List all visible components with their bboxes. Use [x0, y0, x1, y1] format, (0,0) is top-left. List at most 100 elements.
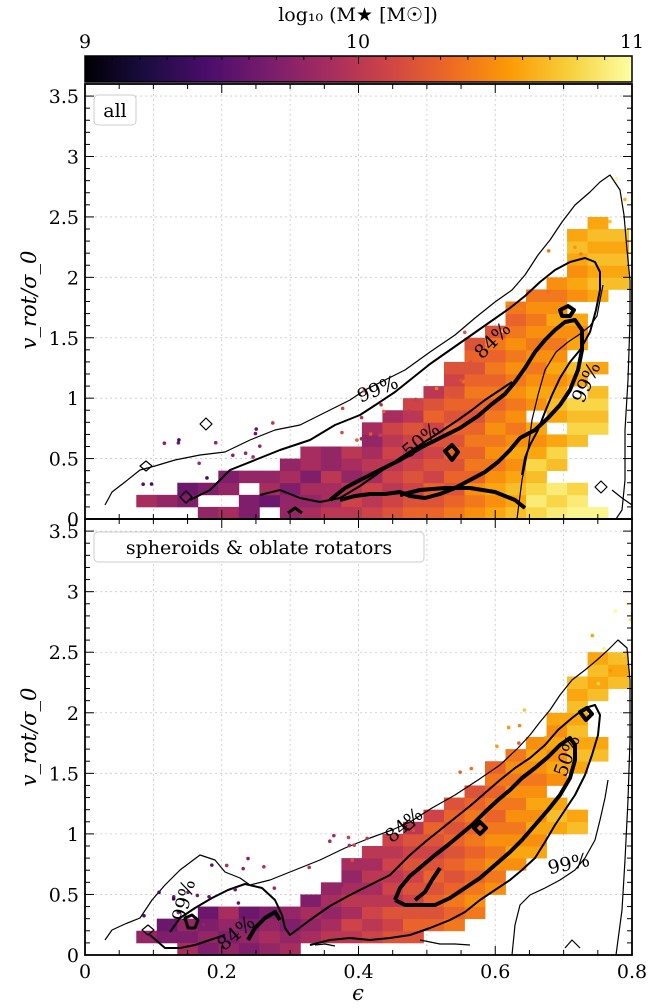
outlier-point: [411, 828, 416, 833]
outlier-point: [236, 901, 241, 905]
outlier-point: [157, 890, 161, 895]
heatmap-cell: [567, 410, 588, 423]
heatmap-cell: [341, 506, 363, 519]
outlier-point: [205, 476, 209, 480]
outlier-point: [340, 430, 344, 435]
heatmap-cell: [197, 930, 219, 944]
outlier-point: [625, 601, 629, 606]
heatmap-cell: [484, 374, 506, 387]
heatmap-cell: [279, 930, 301, 944]
heatmap-cell: [608, 676, 629, 689]
contour-84: [189, 257, 601, 501]
heatmap-cell: [361, 506, 383, 519]
heatmap-cell: [361, 446, 383, 459]
heatmap-cell: [587, 506, 609, 519]
heatmap-cell: [341, 446, 363, 459]
heatmap-cell: [402, 470, 424, 484]
heatmap-cell: [526, 289, 547, 302]
x-axis-label: ϵ: [352, 981, 364, 1005]
heatmap-cell: [423, 506, 445, 519]
heatmap-cell: [382, 446, 404, 459]
heatmap-cell: [402, 930, 424, 944]
x-tick-label: 0.8: [617, 961, 647, 983]
outlier-point: [251, 455, 255, 459]
heatmap-cell: [526, 749, 547, 762]
heatmap-cell: [177, 930, 199, 944]
heatmap-cell: [567, 482, 588, 496]
y-tick-label: 2.5: [49, 207, 79, 229]
heatmap-cell: [382, 870, 404, 883]
heatmap-cell: [238, 942, 260, 955]
heatmap-cell: [402, 506, 424, 519]
heatmap-cell: [546, 773, 568, 786]
heatmap-cell: [361, 894, 383, 907]
outlier-point: [517, 723, 522, 728]
heatmap-cell: [505, 422, 527, 435]
heatmap-cell: [587, 241, 609, 254]
heatmap-cell: [443, 361, 465, 375]
contour-small-diamond: [179, 490, 193, 504]
heatmap-cell: [382, 470, 404, 484]
heatmap-cell: [587, 422, 609, 435]
x-tick-label: 0.6: [480, 961, 510, 983]
outlier-point: [608, 219, 612, 224]
heatmap-cell: [443, 870, 465, 883]
heatmap-cell: [464, 361, 486, 375]
y-axis-label-text: v_rot/σ_0: [17, 251, 41, 350]
contour-99: [104, 639, 631, 955]
heatmap-cell: [567, 506, 588, 519]
heatmap-cell: [464, 422, 486, 435]
heatmap-cell: [443, 821, 465, 835]
y-tick-label: 1: [67, 388, 79, 410]
outlier-point: [246, 856, 250, 861]
outlier-point: [207, 894, 211, 899]
heatmap-cell: [464, 894, 486, 907]
outlier-point: [355, 438, 359, 442]
heatmap-cell: [300, 918, 322, 932]
heatmap-cell: [423, 458, 445, 472]
outlier-point: [458, 770, 462, 774]
heatmap-cell: [300, 470, 322, 484]
outlier-point: [347, 843, 352, 848]
heatmap-cell: [567, 289, 588, 302]
contour-99: [104, 174, 631, 519]
heatmap-cell: [320, 906, 342, 920]
outlier-point: [623, 197, 627, 202]
outlier-point: [142, 913, 146, 918]
contour-label: 99%: [354, 371, 401, 407]
outlier-point: [602, 646, 607, 651]
heatmap-cell: [443, 846, 465, 859]
heatmap-cell: [320, 446, 342, 459]
colorbar-ticks: [84, 56, 633, 64]
y-tick-label: 0.5: [49, 449, 79, 471]
outlier-point: [149, 482, 154, 486]
outlier-point: [613, 609, 618, 613]
heatmap-cell: [567, 494, 588, 508]
heatmap-cell: [443, 809, 465, 823]
heatmap-cell: [505, 458, 527, 472]
panel-label: all: [103, 100, 126, 122]
heatmap-cell: [361, 930, 383, 944]
heatmap-cell: [546, 434, 568, 447]
heatmap-cell: [382, 422, 404, 435]
heatmap-cell: [546, 374, 568, 387]
heatmap-cell: [197, 506, 219, 519]
outlier-point: [381, 409, 386, 414]
outlier-point: [378, 433, 382, 437]
heatmap-cell: [361, 422, 383, 435]
contour-small-diamond: [141, 924, 155, 936]
heatmap-cell: [464, 386, 486, 399]
heatmap-cell: [361, 906, 383, 920]
outlier-point: [543, 736, 548, 740]
x-tick-label: 0.2: [207, 961, 237, 983]
y-tick-label: 1.5: [49, 763, 79, 785]
outlier-point: [231, 453, 235, 458]
heatmap-cell: [361, 434, 383, 447]
heatmap-cell: [505, 482, 527, 496]
outlier-point: [546, 249, 551, 253]
heatmap-cell: [484, 833, 506, 847]
heatmap-cell: [156, 494, 178, 508]
panel-all: 99% 84% 50% 99% 00.511.522.533.5 all v_r…: [17, 83, 633, 531]
heatmap-cell: [484, 410, 506, 423]
heatmap-cell: [526, 470, 547, 484]
